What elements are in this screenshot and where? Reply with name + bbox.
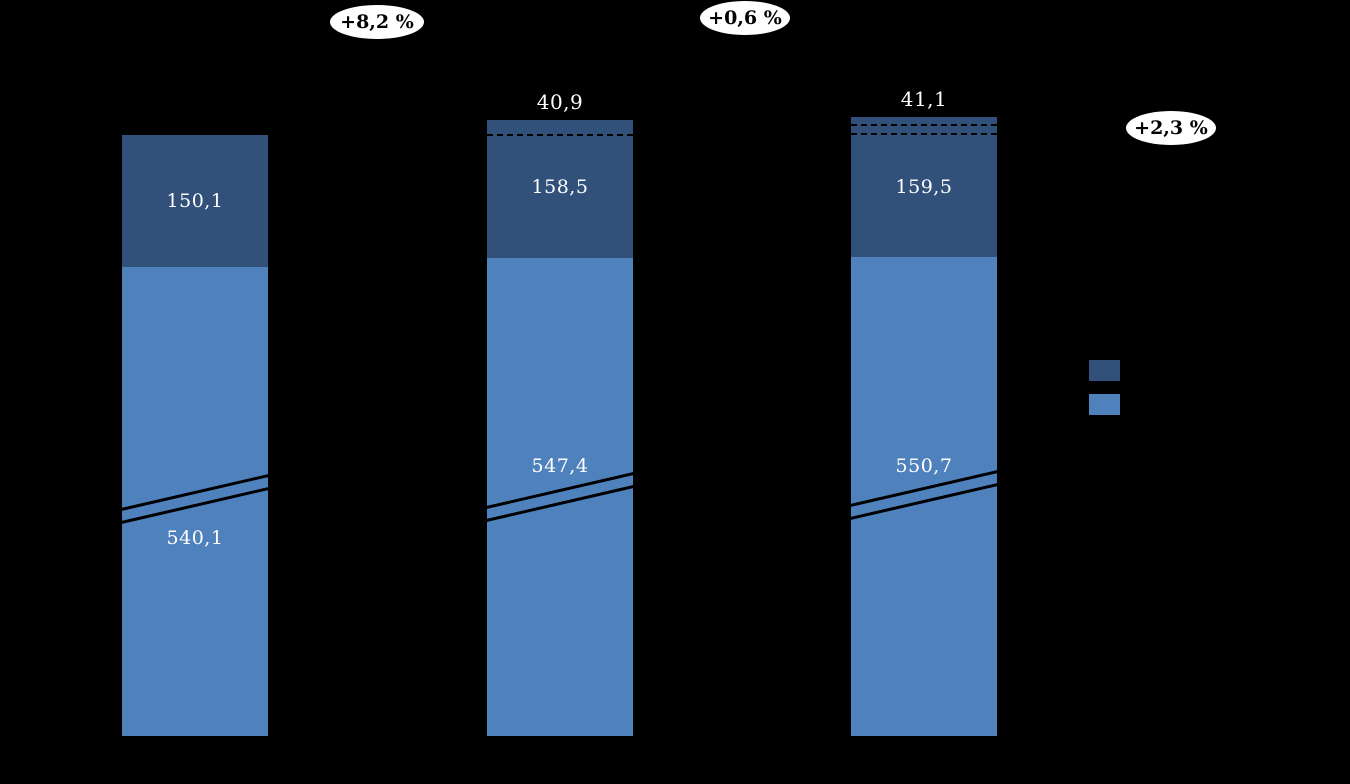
dashed-strip-line <box>851 124 997 126</box>
bar-2-light-segment <box>487 258 633 736</box>
bar-3-dark-value: 159,5 <box>895 176 953 198</box>
legend-swatch-dark <box>1089 360 1120 381</box>
bar-1-dark-segment <box>122 135 268 267</box>
bar-3-top-value: 41,1 <box>900 87 948 111</box>
bar-2-dark-segment <box>487 120 633 258</box>
bar-3-dark-segment <box>851 117 997 257</box>
bar-1-light-segment <box>122 267 268 736</box>
dashed-strip-line <box>851 133 997 135</box>
bar-3-light-segment <box>851 257 997 736</box>
growth-badge-1: +8,2 % <box>330 5 424 39</box>
legend-swatch-light <box>1089 394 1120 415</box>
growth-badge-2: +0,6 % <box>700 1 790 35</box>
bar-1-dark-value: 150,1 <box>166 190 224 212</box>
growth-badge-3: +2,3 % <box>1126 111 1216 145</box>
dashed-strip-line <box>487 134 633 136</box>
bar-3-light-value: 550,7 <box>895 455 953 477</box>
bar-2-light-value: 547,4 <box>531 455 589 477</box>
bar-2-dark-value: 158,5 <box>531 176 589 198</box>
bar-1-light-value: 540,1 <box>166 527 224 549</box>
bar-2-top-value: 40,9 <box>536 90 584 114</box>
